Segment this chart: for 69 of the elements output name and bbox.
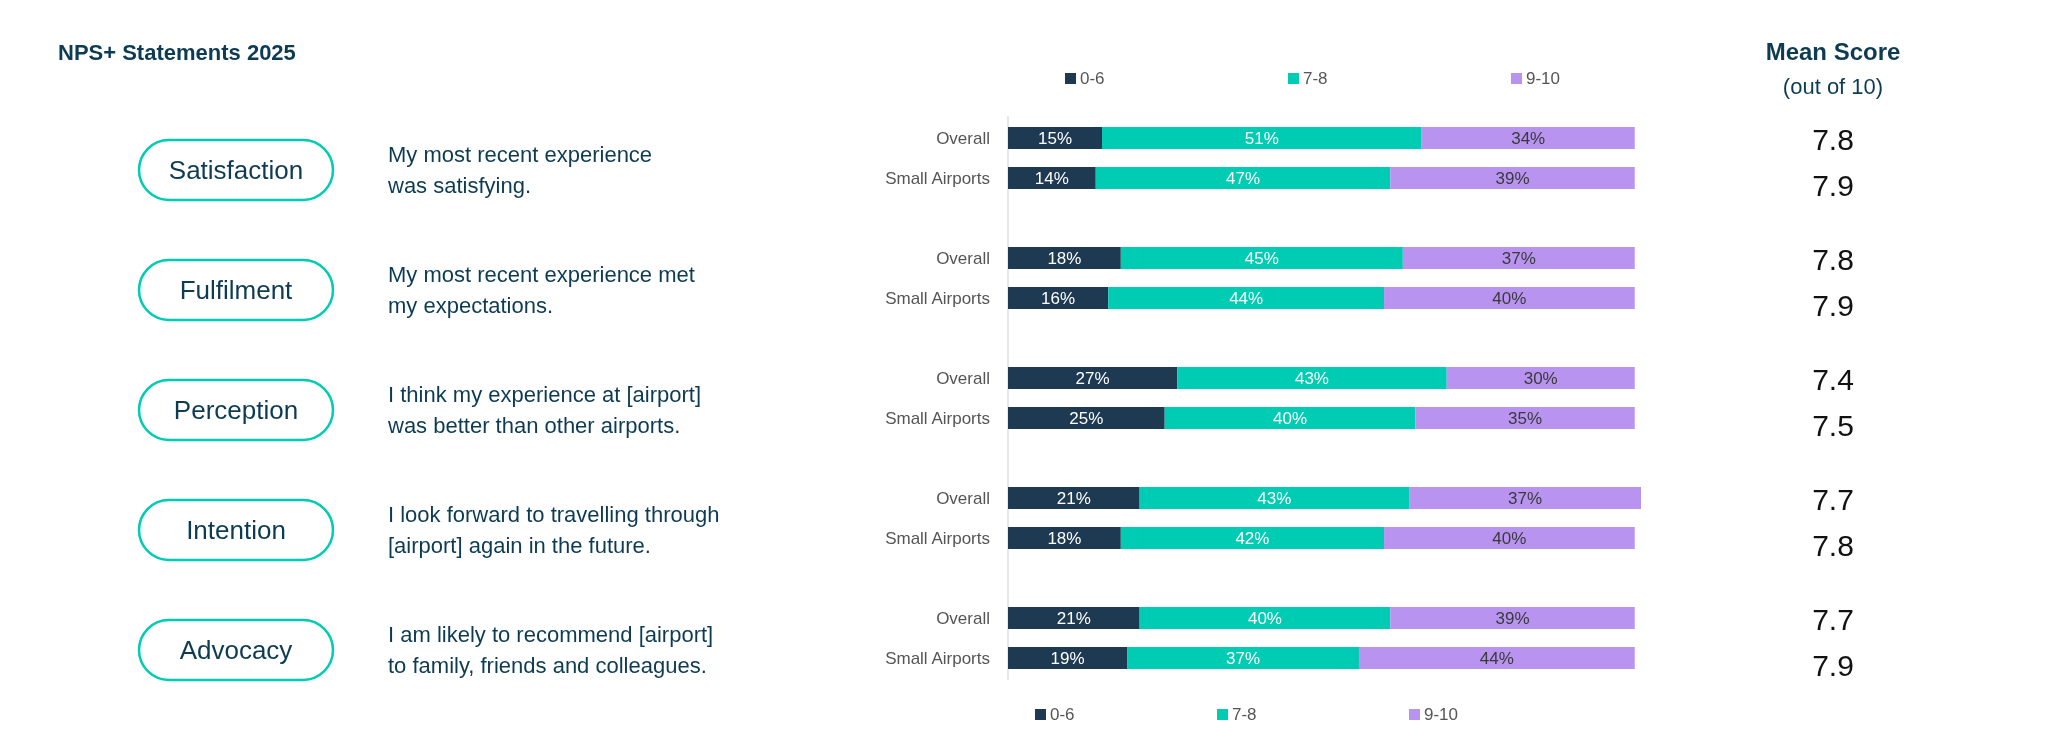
data-label: 27%: [1075, 369, 1110, 388]
text: 0-6: [1080, 69, 1105, 88]
y-tick-label: Small Airports: [885, 169, 990, 188]
y-tick-label: Overall: [936, 369, 990, 388]
data-label: 40%: [1492, 289, 1527, 308]
data-label: 40%: [1247, 609, 1282, 628]
text: 7.4: [1812, 363, 1854, 396]
data-label: 16%: [1041, 289, 1076, 308]
data-label: 14%: [1034, 169, 1069, 188]
data-label: 44%: [1479, 649, 1514, 668]
data-label: 34%: [1511, 129, 1546, 148]
data-label: 39%: [1495, 169, 1530, 188]
text: I look forward to travelling through [airport] again in the future.: [388, 502, 720, 558]
data-label: 39%: [1495, 609, 1530, 628]
text: Intention: [186, 515, 286, 545]
legend-label: 7-8: [1232, 705, 1257, 724]
text: Advocacy: [179, 635, 293, 665]
text: 7.8: [1812, 243, 1854, 276]
data-label: 37%: [1501, 249, 1536, 268]
text: Mean Score: [1765, 38, 1901, 65]
text: 7.7: [1812, 603, 1854, 636]
text: 9-10: [1526, 69, 1561, 88]
data-label: 47%: [1226, 169, 1261, 188]
text: 7.5: [1812, 409, 1854, 442]
text: 7.9: [1812, 649, 1854, 682]
text: My most recent experience met my expectations.: [388, 262, 695, 318]
text: Satisfaction: [168, 155, 304, 185]
y-tick-label: Small Airports: [885, 289, 990, 308]
data-label: 18%: [1047, 249, 1082, 268]
data-label: 18%: [1047, 529, 1082, 548]
y-tick-label: Overall: [936, 129, 990, 148]
legend-label: 0-6: [1050, 705, 1075, 724]
data-label: 43%: [1257, 489, 1292, 508]
y-tick-label: Overall: [936, 609, 990, 628]
text: NPS+ Statements 2025: [58, 40, 296, 65]
data-label: 43%: [1294, 369, 1329, 388]
text: 7.8: [1812, 123, 1854, 156]
data-label: 42%: [1235, 529, 1270, 548]
text: My most recent experience was satisfying.: [387, 142, 653, 198]
data-label: 37%: [1226, 649, 1261, 668]
text: 7-8: [1303, 69, 1328, 88]
text: 7.9: [1812, 289, 1854, 322]
data-label: 40%: [1492, 529, 1527, 548]
text: 7.8: [1812, 529, 1854, 562]
data-label: 30%: [1523, 369, 1558, 388]
text: (out of 10): [1782, 74, 1884, 99]
y-tick-label: Small Airports: [885, 649, 990, 668]
legend-label: 9-10: [1424, 705, 1459, 724]
text: I think my experience at [airport] was better than other airports.: [387, 382, 702, 438]
y-tick-label: Small Airports: [885, 529, 990, 548]
y-tick-label: Small Airports: [885, 409, 990, 428]
data-label: 51%: [1244, 129, 1279, 148]
text: Perception: [173, 395, 299, 425]
data-label: 45%: [1244, 249, 1279, 268]
data-label: 40%: [1273, 409, 1308, 428]
data-label: 25%: [1069, 409, 1104, 428]
data-label: 19%: [1050, 649, 1085, 668]
text: 7.9: [1812, 169, 1854, 202]
data-label: 37%: [1508, 489, 1543, 508]
data-label: 21%: [1056, 489, 1091, 508]
text: Fulfilment: [179, 275, 294, 305]
text: I am likely to recommend [airport] to family, friends and colleagues.: [388, 622, 714, 678]
data-label: 21%: [1056, 609, 1091, 628]
data-label: 35%: [1508, 409, 1543, 428]
data-label: 44%: [1229, 289, 1264, 308]
y-tick-label: Overall: [936, 489, 990, 508]
data-label: 15%: [1037, 129, 1073, 148]
text: 7.7: [1812, 483, 1854, 516]
y-tick-label: Overall: [936, 249, 990, 268]
